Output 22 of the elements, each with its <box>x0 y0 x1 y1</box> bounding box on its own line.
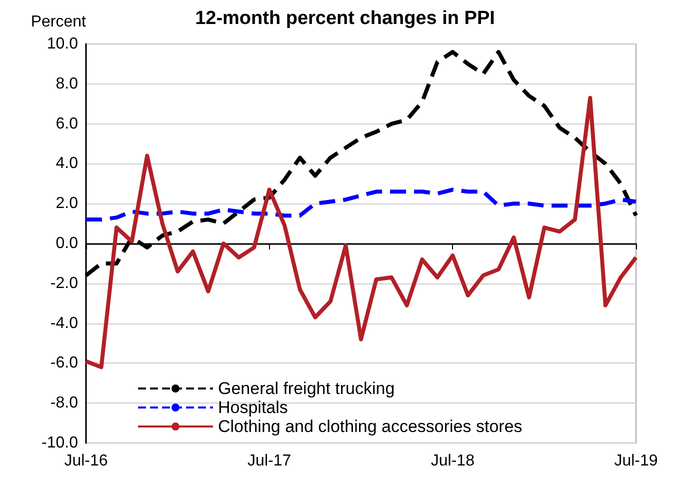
y-tick-label: -4.0 <box>50 314 78 332</box>
x-tick-label: Jul-17 <box>248 452 292 470</box>
y-tick-label: -8.0 <box>50 394 78 412</box>
legend-label: Hospitals <box>218 398 288 417</box>
line-series <box>84 188 638 222</box>
y-tick-label: 4.0 <box>56 155 78 172</box>
legend-label: General freight trucking <box>218 379 395 398</box>
y-tick-label: -10.0 <box>42 434 78 452</box>
chart-title: 12-month percent changes in PPI <box>195 8 495 29</box>
line-series <box>84 96 638 370</box>
y-tick-label: 10.0 <box>46 36 78 52</box>
y-tick-label: -2.0 <box>50 274 78 292</box>
y-tick-label: 6.0 <box>56 115 78 132</box>
y-tick-label: 0.0 <box>56 235 78 252</box>
y-tick-label: 2.0 <box>56 195 78 212</box>
y-tick-label: -6.0 <box>50 354 78 372</box>
x-tick-label: Jul-18 <box>430 452 475 470</box>
x-tick-label: Jul-16 <box>64 452 108 470</box>
y-tick-label: 8.0 <box>56 75 78 92</box>
y-axis-title: Percent <box>30 14 87 30</box>
legend-label: Clothing and clothing accessories stores <box>218 417 522 436</box>
x-tick-label: Jul-19 <box>614 452 658 470</box>
